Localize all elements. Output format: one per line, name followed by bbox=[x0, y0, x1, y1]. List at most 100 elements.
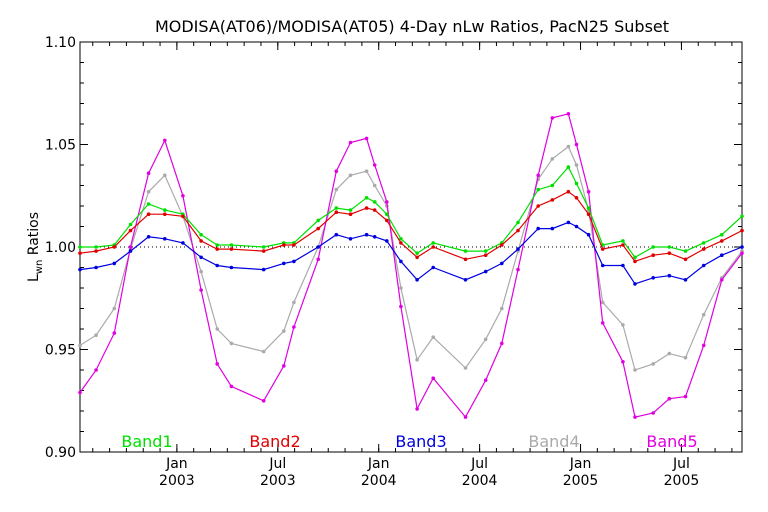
data-point-band2 bbox=[94, 249, 98, 253]
data-point-band5 bbox=[282, 364, 286, 368]
data-point-band2 bbox=[431, 245, 436, 249]
data-point-band4 bbox=[683, 355, 688, 360]
y-axis-label: Lwn Ratios bbox=[26, 212, 45, 282]
data-point-band4 bbox=[146, 189, 151, 194]
y-axis-label-rest: Ratios bbox=[26, 212, 42, 260]
data-point-band2 bbox=[163, 212, 167, 216]
data-point-band4 bbox=[399, 286, 403, 290]
data-point-band2 bbox=[385, 218, 389, 223]
y-axis-label-sub: wn bbox=[34, 260, 45, 275]
data-point-band4 bbox=[261, 349, 266, 354]
data-point-band2 bbox=[146, 212, 151, 216]
series-line-band5 bbox=[79, 113, 743, 419]
data-point-band2 bbox=[586, 212, 591, 216]
data-point-band2 bbox=[78, 251, 82, 255]
data-point-band1 bbox=[199, 232, 203, 237]
data-point-band3 bbox=[385, 239, 389, 243]
x-tick-year-1: 2003 bbox=[260, 473, 296, 489]
data-point-band1 bbox=[261, 245, 266, 249]
data-point-band4 bbox=[550, 157, 555, 161]
data-point-band3 bbox=[316, 245, 321, 249]
data-point-band5 bbox=[600, 321, 605, 325]
data-point-band1 bbox=[78, 245, 82, 249]
data-point-band3 bbox=[94, 265, 98, 270]
data-point-band3 bbox=[600, 263, 605, 268]
data-point-band5 bbox=[550, 116, 555, 120]
data-point-band5 bbox=[500, 341, 504, 346]
data-point-band3 bbox=[229, 265, 234, 270]
data-point-band3 bbox=[261, 267, 266, 272]
data-point-band1 bbox=[163, 208, 167, 212]
data-point-band3 bbox=[364, 232, 369, 237]
data-point-band3 bbox=[112, 261, 117, 266]
data-point-band5 bbox=[586, 189, 591, 194]
x-tick-year-3: 2004 bbox=[462, 473, 498, 489]
data-point-band3 bbox=[348, 237, 353, 241]
data-point-band2 bbox=[566, 189, 571, 194]
data-point-band1 bbox=[586, 206, 591, 210]
x-tick-month-4: Jan bbox=[569, 456, 592, 472]
data-point-band3 bbox=[667, 273, 672, 278]
data-point-band3 bbox=[463, 278, 468, 282]
data-point-band5 bbox=[261, 399, 266, 403]
data-point-band2 bbox=[701, 247, 706, 251]
data-point-band3 bbox=[483, 269, 488, 274]
data-point-band1 bbox=[385, 212, 389, 216]
data-point-band1 bbox=[334, 206, 339, 210]
data-point-band3 bbox=[282, 261, 286, 266]
data-point-band3 bbox=[720, 253, 724, 257]
data-point-band2 bbox=[399, 241, 403, 245]
data-point-band1 bbox=[128, 222, 133, 227]
data-point-band1 bbox=[701, 241, 706, 245]
data-point-band4 bbox=[701, 312, 706, 317]
data-point-band3 bbox=[516, 247, 520, 251]
data-point-band4 bbox=[94, 333, 98, 338]
data-point-band2 bbox=[600, 247, 605, 251]
legend-item-band1: Band1 bbox=[121, 432, 172, 451]
x-tick-year-0: 2003 bbox=[159, 473, 195, 489]
data-point-band1 bbox=[415, 251, 419, 255]
data-point-band5 bbox=[633, 415, 637, 419]
legend-item-band2: Band2 bbox=[249, 432, 300, 451]
data-point-band5 bbox=[163, 138, 167, 143]
data-point-band4 bbox=[431, 335, 436, 340]
data-point-band5 bbox=[78, 390, 82, 395]
legend-item-band3: Band3 bbox=[395, 432, 446, 451]
data-point-band1 bbox=[651, 245, 655, 249]
data-point-band4 bbox=[500, 306, 504, 311]
data-point-band5 bbox=[112, 331, 117, 335]
series-band1 bbox=[78, 165, 744, 260]
x-tick-month-0: Jan bbox=[165, 456, 188, 472]
data-point-band2 bbox=[536, 204, 540, 208]
data-point-band1 bbox=[574, 181, 579, 186]
data-point-band4 bbox=[651, 362, 655, 366]
data-point-band5 bbox=[431, 376, 436, 381]
x-tick-year-4: 2005 bbox=[563, 473, 599, 489]
data-point-band2 bbox=[215, 247, 219, 251]
data-point-band2 bbox=[683, 257, 688, 262]
data-point-band5 bbox=[483, 378, 488, 383]
data-point-band1 bbox=[348, 208, 353, 212]
data-point-band5 bbox=[415, 407, 419, 411]
data-point-band1 bbox=[720, 232, 724, 237]
series-group bbox=[78, 112, 744, 419]
data-point-band4 bbox=[348, 173, 353, 178]
data-point-band3 bbox=[536, 226, 540, 231]
data-point-band4 bbox=[334, 187, 339, 192]
data-point-band2 bbox=[229, 247, 234, 251]
data-point-band4 bbox=[372, 183, 377, 188]
data-point-band2 bbox=[364, 206, 369, 210]
data-point-band3 bbox=[683, 278, 688, 282]
data-point-band5 bbox=[463, 415, 468, 419]
y-tick-label-2: 1.00 bbox=[45, 240, 76, 256]
chart-title: MODISA(AT06)/MODISA(AT05) 4-Day nLw Rati… bbox=[155, 17, 669, 36]
data-point-band2 bbox=[128, 228, 133, 233]
data-point-band1 bbox=[483, 249, 488, 253]
data-point-band2 bbox=[292, 243, 296, 247]
data-point-band5 bbox=[199, 288, 203, 292]
data-point-band3 bbox=[334, 232, 339, 237]
data-point-band3 bbox=[500, 261, 504, 266]
data-point-band5 bbox=[621, 360, 625, 364]
y-tick-label-1: 0.95 bbox=[45, 343, 76, 359]
data-point-band1 bbox=[316, 218, 321, 223]
